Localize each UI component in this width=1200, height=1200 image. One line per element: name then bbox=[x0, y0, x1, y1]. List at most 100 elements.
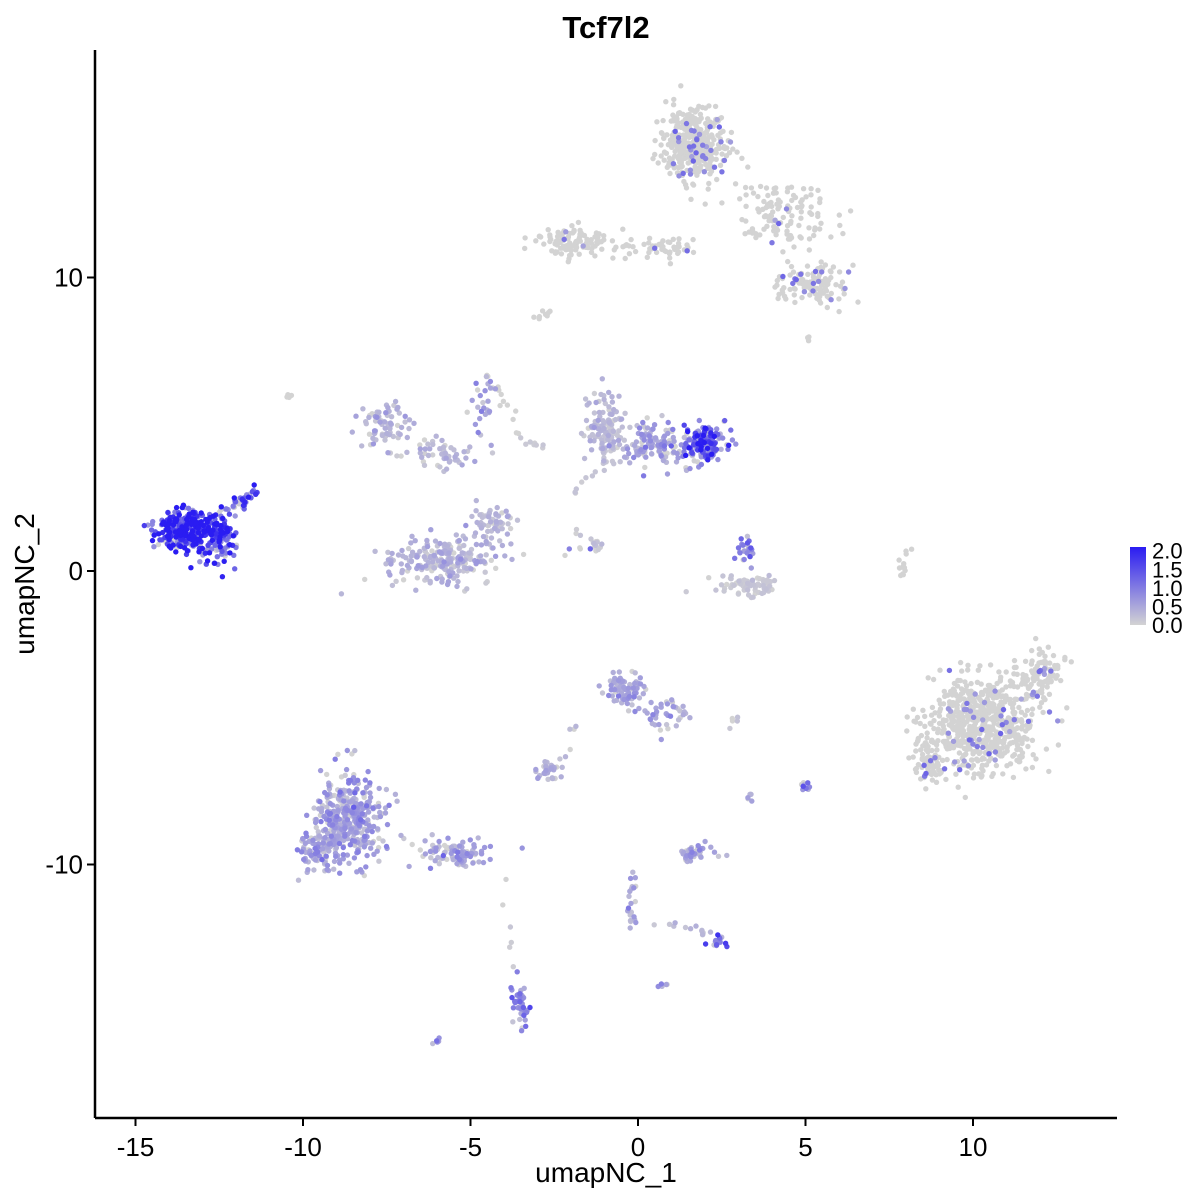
cell-point bbox=[947, 701, 953, 708]
cell-point bbox=[509, 556, 515, 563]
cell-point bbox=[578, 230, 584, 236]
cell-point bbox=[1030, 689, 1037, 695]
cell-point bbox=[625, 708, 632, 714]
cell-point bbox=[596, 683, 602, 689]
cell-point bbox=[336, 840, 343, 847]
cell-point bbox=[648, 699, 654, 706]
cell-point bbox=[922, 723, 928, 729]
cell-point bbox=[981, 756, 987, 762]
cell-point bbox=[780, 273, 786, 280]
cell-point bbox=[367, 794, 374, 801]
cell-point bbox=[708, 132, 715, 138]
cell-point bbox=[760, 206, 766, 212]
cell-point bbox=[473, 508, 479, 514]
cell-point bbox=[414, 575, 421, 581]
cell-point bbox=[773, 225, 780, 232]
cell-point bbox=[207, 514, 213, 521]
cell-point bbox=[458, 556, 464, 562]
cell-point bbox=[650, 712, 656, 718]
cell-point bbox=[653, 709, 660, 715]
cell-point bbox=[665, 726, 671, 732]
cell-point bbox=[472, 458, 478, 465]
cell-point bbox=[800, 783, 806, 789]
cell-point bbox=[776, 203, 782, 210]
cell-point bbox=[696, 417, 702, 424]
cell-point bbox=[999, 739, 1006, 746]
cell-point bbox=[509, 994, 515, 1001]
cell-point bbox=[596, 239, 603, 245]
cell-point bbox=[744, 580, 751, 586]
cell-point bbox=[379, 432, 386, 439]
cell-point bbox=[592, 253, 598, 259]
cell-point bbox=[372, 548, 378, 554]
cell-point bbox=[245, 494, 252, 500]
cell-point bbox=[1011, 717, 1017, 723]
cell-point bbox=[981, 737, 987, 743]
cell-point bbox=[791, 244, 797, 250]
cell-point bbox=[1045, 644, 1052, 650]
color-legend: 0.00.51.01.52.0 bbox=[1130, 539, 1183, 638]
cell-point bbox=[1002, 750, 1008, 756]
cell-point bbox=[585, 244, 591, 251]
cell-point bbox=[518, 435, 524, 441]
cell-point bbox=[806, 247, 812, 253]
cell-point bbox=[917, 720, 923, 727]
cell-point bbox=[578, 430, 585, 437]
cell-point bbox=[744, 550, 750, 556]
cell-point bbox=[499, 526, 505, 532]
cell-point bbox=[661, 157, 667, 163]
cell-point bbox=[815, 274, 822, 281]
cell-point bbox=[621, 696, 627, 703]
cell-point bbox=[335, 807, 341, 813]
cell-point bbox=[686, 144, 693, 150]
cell-point bbox=[970, 741, 976, 747]
cell-point bbox=[438, 550, 444, 556]
cell-point bbox=[396, 410, 402, 416]
cell-point bbox=[680, 143, 686, 150]
cell-point bbox=[155, 541, 162, 548]
y-axis-ticks: -10 0 10 bbox=[45, 263, 95, 880]
cell-point bbox=[1068, 659, 1075, 665]
cell-point bbox=[647, 716, 654, 723]
cell-point bbox=[967, 723, 973, 730]
cell-point bbox=[344, 817, 351, 823]
cell-point bbox=[483, 580, 489, 586]
cell-point bbox=[992, 749, 999, 755]
cell-point bbox=[965, 667, 971, 673]
cell-point bbox=[483, 552, 489, 558]
cell-point bbox=[347, 842, 353, 848]
cell-point bbox=[510, 1005, 517, 1011]
cell-point bbox=[335, 833, 341, 839]
cell-point bbox=[183, 522, 190, 529]
cell-point bbox=[698, 461, 705, 468]
cell-point bbox=[644, 425, 651, 431]
cell-point bbox=[743, 192, 749, 198]
cell-point bbox=[1012, 709, 1018, 716]
cell-point bbox=[467, 837, 473, 843]
cell-point bbox=[460, 839, 466, 845]
cell-point bbox=[389, 550, 395, 557]
cell-point bbox=[402, 419, 408, 425]
cell-point bbox=[631, 690, 638, 696]
cell-point bbox=[824, 304, 830, 311]
cell-point bbox=[409, 841, 415, 848]
cell-point bbox=[370, 435, 376, 441]
cell-point bbox=[510, 964, 516, 970]
cell-point bbox=[552, 241, 558, 247]
cell-point bbox=[569, 223, 575, 229]
cell-point bbox=[523, 1023, 529, 1029]
cell-point bbox=[646, 240, 652, 246]
cell-point bbox=[431, 565, 438, 571]
cell-point bbox=[742, 231, 748, 237]
cell-point bbox=[428, 855, 434, 861]
cell-point bbox=[561, 236, 567, 243]
cell-point bbox=[933, 779, 940, 785]
cell-point bbox=[670, 112, 676, 118]
cell-point bbox=[527, 439, 533, 445]
cell-point bbox=[422, 838, 428, 844]
cell-point bbox=[936, 713, 943, 719]
cell-point bbox=[539, 308, 546, 314]
cell-point bbox=[839, 279, 846, 285]
cell-point bbox=[400, 553, 406, 559]
cell-point bbox=[698, 447, 704, 453]
